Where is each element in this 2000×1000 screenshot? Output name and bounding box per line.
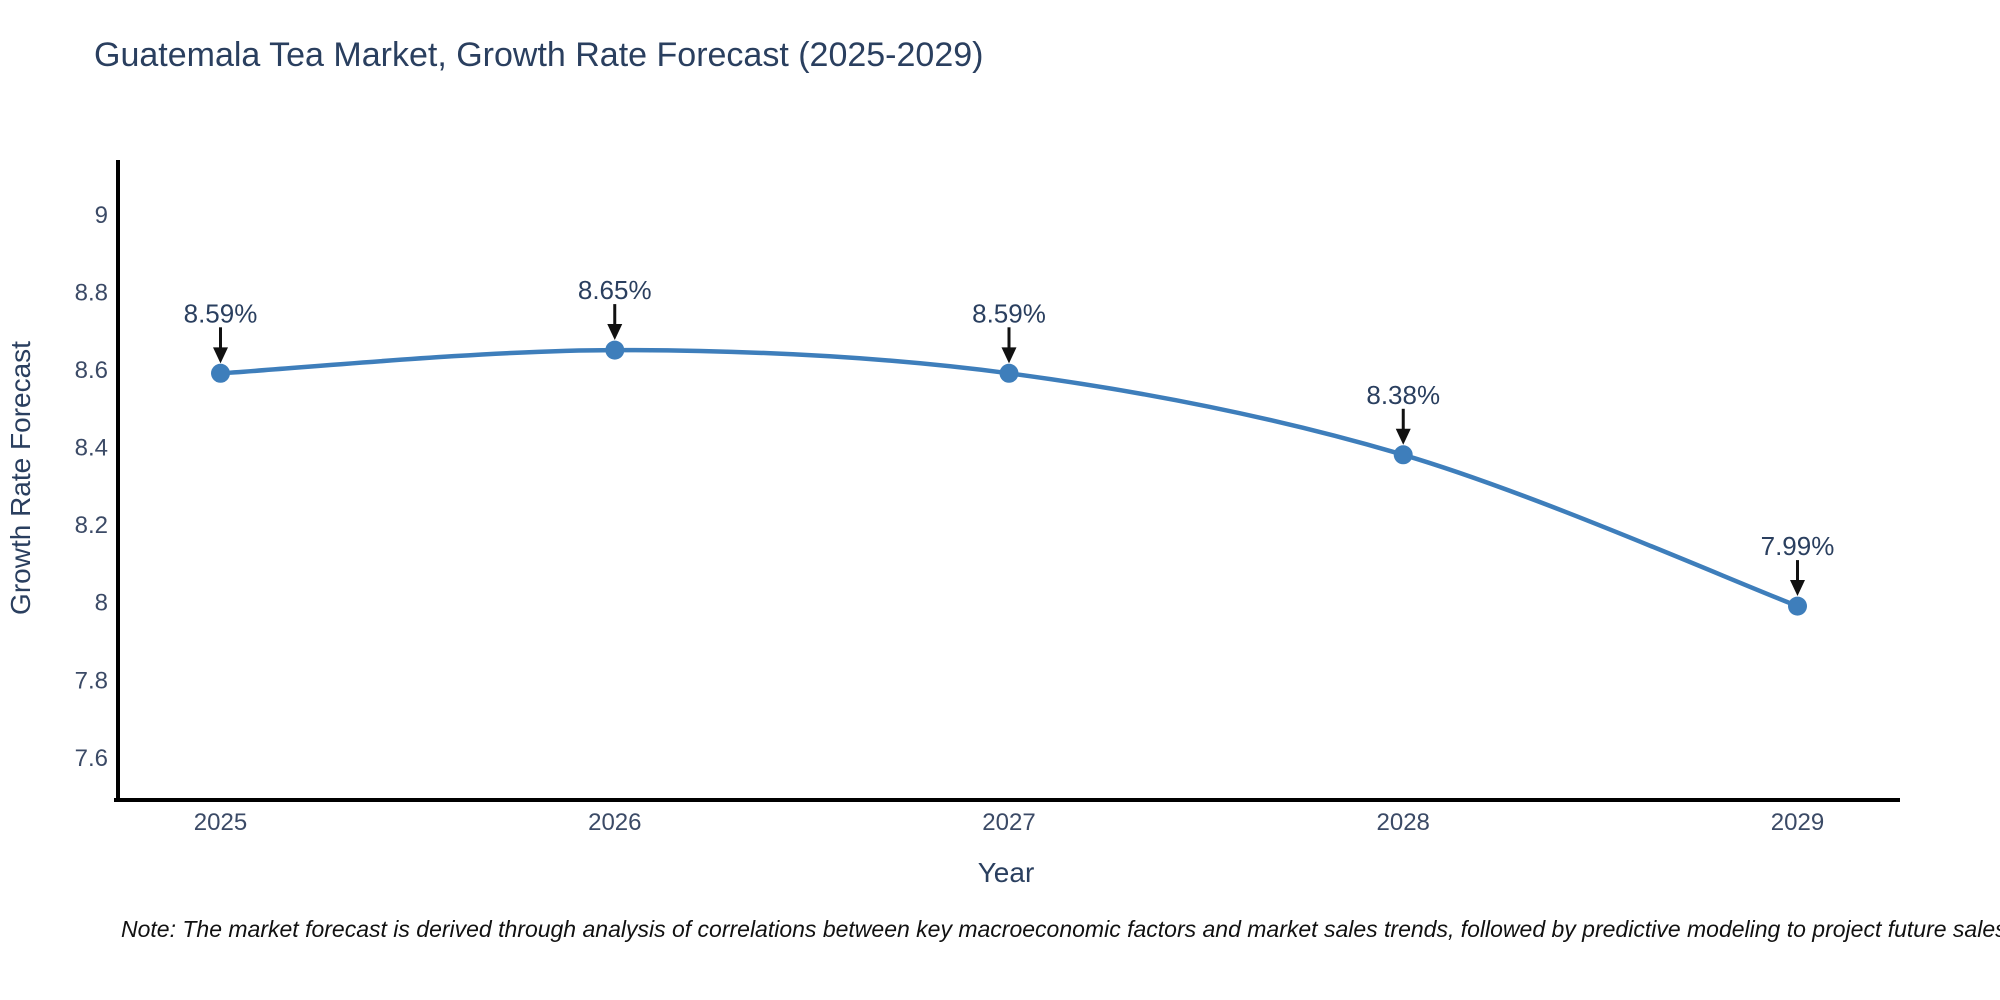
y-axis-title: Growth Rate Forecast [5, 341, 36, 615]
annotation-arrowhead [213, 347, 229, 364]
data-point-marker [1788, 596, 1807, 616]
y-tick-label: 8 [95, 590, 108, 617]
x-tick-label: 2029 [1771, 809, 1824, 836]
y-tick-label: 8.6 [75, 357, 108, 384]
y-tick-label: 8.2 [75, 512, 108, 539]
data-point-marker [605, 340, 625, 360]
annotation-label: 8.59% [184, 298, 258, 328]
annotation-arrowhead [1789, 580, 1805, 597]
y-tick-label: 8.4 [75, 435, 108, 462]
footnote: Note: The market forecast is derived thr… [121, 916, 2000, 942]
annotation-label: 8.65% [578, 275, 652, 305]
annotation-label: 8.38% [1366, 380, 1440, 410]
y-tick-label: 7.6 [75, 745, 108, 772]
series-layer: 9 8.8 8.6 8.4 8.2 8 7.8 7.6 2025 2026 2027 2028 2029… [75, 202, 1835, 836]
data-point-marker [999, 363, 1019, 383]
y-tick-label: 8.8 [75, 279, 108, 306]
x-tick-label: 2025 [194, 809, 247, 836]
annotation-label: 7.99% [1761, 531, 1835, 561]
data-point-marker [211, 363, 230, 383]
y-tick-label: 9 [95, 202, 108, 229]
forecast-line [220, 347, 1799, 609]
y-tick-label: 7.8 [75, 667, 108, 694]
x-tick-label: 2026 [588, 809, 641, 836]
x-tick-label: 2028 [1377, 809, 1430, 836]
chart-title: Guatemala Tea Market, Growth Rate Foreca… [94, 36, 984, 74]
annotation-arrowhead [1001, 347, 1017, 364]
annotation-label: 8.59% [972, 298, 1046, 328]
annotation-arrowhead [1395, 428, 1411, 445]
data-point-marker [1393, 445, 1413, 465]
x-axis-title: Year [978, 857, 1035, 888]
annotation-arrowhead [607, 324, 623, 341]
x-tick-label: 2027 [982, 809, 1035, 836]
